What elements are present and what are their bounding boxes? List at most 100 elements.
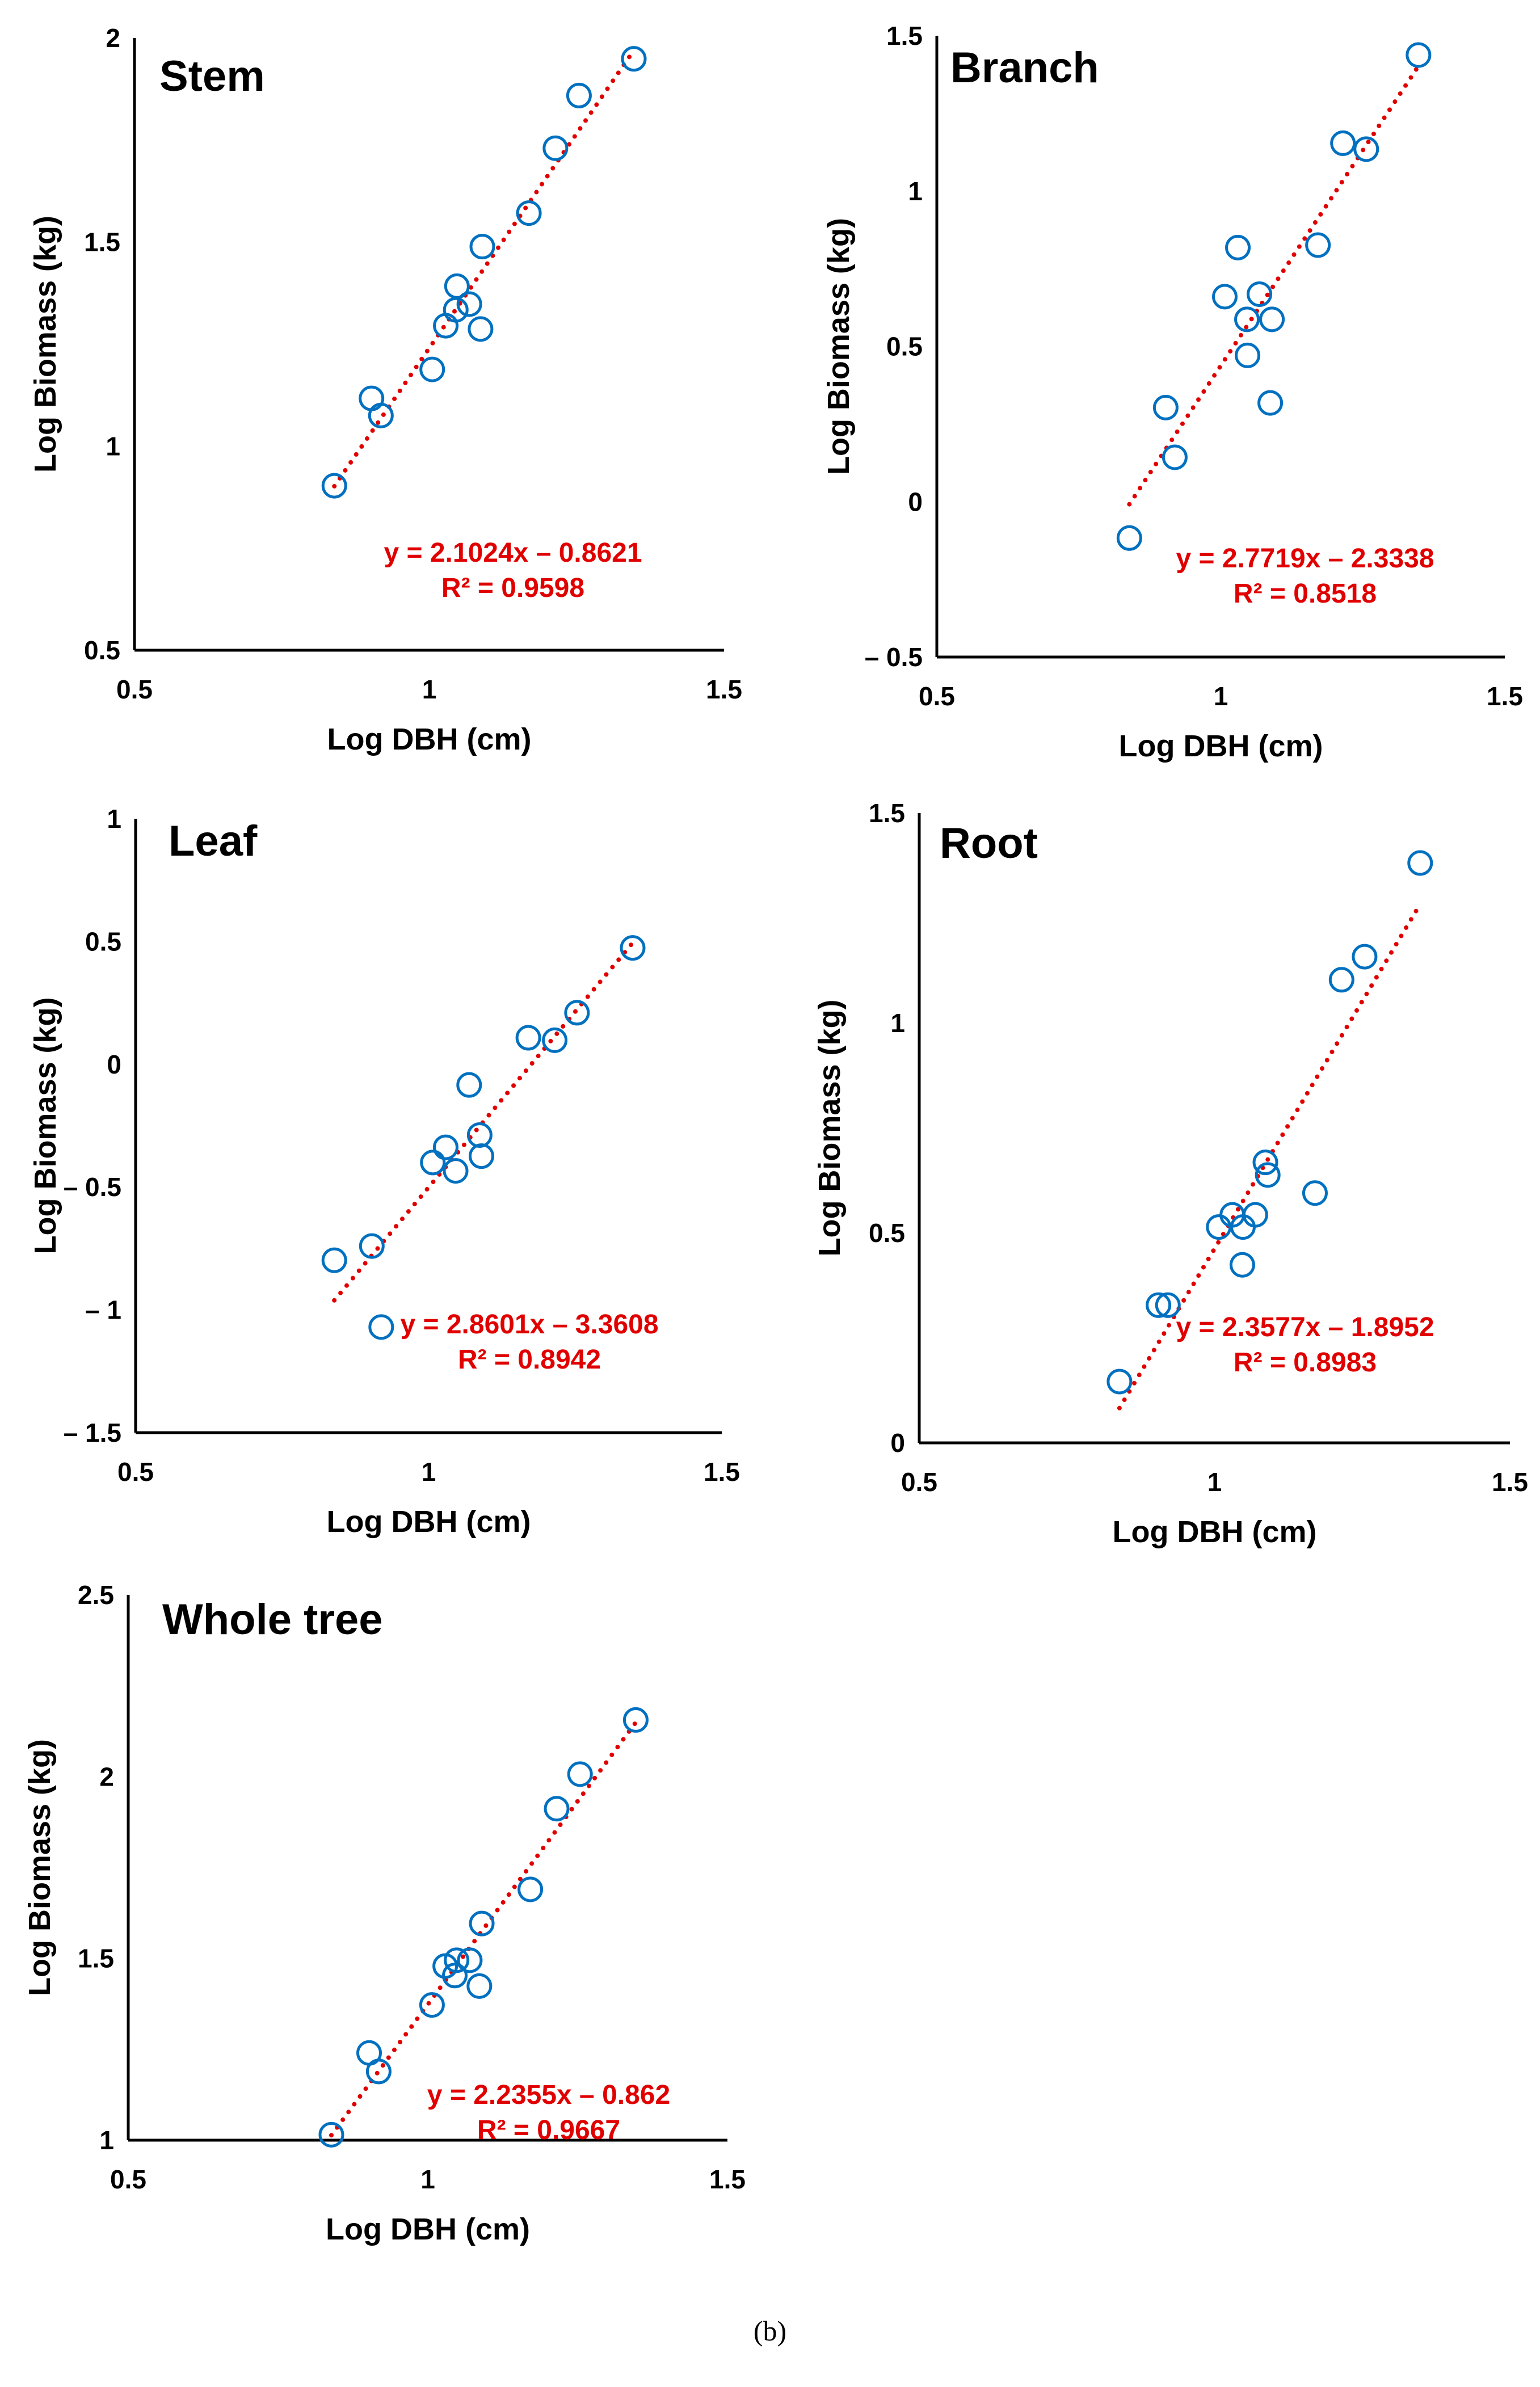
data-point bbox=[620, 935, 646, 961]
data-point bbox=[456, 291, 482, 317]
y-tick-label: 2 bbox=[106, 23, 120, 53]
data-point bbox=[1106, 1369, 1133, 1395]
y-axis-title: Log Biomass (kg) bbox=[822, 218, 856, 475]
y-tick-label: 1 bbox=[99, 2125, 114, 2155]
data-point bbox=[444, 1947, 470, 1973]
trendline-equation: y = 2.3577x – 1.8952 bbox=[1176, 1312, 1434, 1342]
data-point bbox=[567, 1761, 593, 1787]
data-point bbox=[1406, 42, 1432, 68]
data-point bbox=[517, 1876, 544, 1902]
x-tick-label: 0.5 bbox=[901, 1467, 937, 1497]
x-axis-title: Log DBH (cm) bbox=[1119, 729, 1323, 763]
x-tick-label: 1.5 bbox=[706, 675, 742, 704]
data-point bbox=[1116, 525, 1142, 551]
data-point bbox=[516, 200, 542, 226]
chart-panel-leaf: 0.5 1 1.5 – 1.5 – 1 – 0.5 0 0.5 1 Log DBH (cm) Log… bbox=[28, 804, 740, 1539]
panel-title: Branch bbox=[950, 44, 1099, 92]
figure-caption: (b) bbox=[754, 2315, 786, 2347]
x-tick-label: 1.5 bbox=[1487, 681, 1523, 711]
data-point bbox=[515, 1025, 541, 1051]
data-point bbox=[542, 135, 569, 161]
data-point bbox=[1235, 342, 1261, 368]
chart-panel-root: 0.5 1 1.5 0 0.5 1 1.5 Log DBH (cm) Log Biomass (… bbox=[813, 798, 1528, 1549]
data-point bbox=[1234, 306, 1260, 332]
data-point bbox=[1352, 944, 1378, 970]
data-point bbox=[468, 316, 494, 342]
x-tick-label: 1 bbox=[422, 675, 437, 704]
y-tick-label: 1.5 bbox=[78, 1944, 114, 1973]
data-point bbox=[433, 313, 459, 339]
x-tick-label: 1.5 bbox=[704, 1457, 740, 1487]
data-point bbox=[419, 1992, 445, 2018]
y-tick-label: 1 bbox=[106, 431, 120, 461]
x-tick-label: 1 bbox=[1207, 1467, 1222, 1497]
y-tick-label: 0.5 bbox=[84, 635, 120, 665]
data-point bbox=[469, 234, 495, 260]
x-tick-label: 0.5 bbox=[919, 681, 955, 711]
y-axis-title: Log Biomass (kg) bbox=[23, 1739, 57, 1996]
trendline bbox=[332, 940, 635, 1303]
y-tick-label: – 0.5 bbox=[865, 642, 923, 672]
data-point bbox=[318, 2121, 344, 2148]
x-tick-label: 1 bbox=[1214, 681, 1228, 711]
x-tick-label: 1.5 bbox=[709, 2165, 746, 2194]
x-axis-title: Log DBH (cm) bbox=[1113, 1515, 1317, 1549]
y-tick-label: 2 bbox=[99, 1762, 114, 1791]
panel-title: Leaf bbox=[169, 817, 258, 865]
y-tick-label: 1.5 bbox=[84, 228, 120, 257]
data-point bbox=[469, 1910, 495, 1936]
x-axis-title: Log DBH (cm) bbox=[326, 2212, 530, 2246]
data-point bbox=[1330, 130, 1356, 156]
data-point bbox=[622, 1707, 649, 1733]
r-squared-label: R² = 0.8983 bbox=[1234, 1348, 1377, 1378]
data-point bbox=[1162, 444, 1188, 470]
y-axis-title: Log Biomass (kg) bbox=[28, 997, 62, 1254]
r-squared-label: R² = 0.8942 bbox=[458, 1345, 601, 1375]
data-point bbox=[456, 1072, 482, 1098]
y-tick-label: 0 bbox=[890, 1428, 905, 1458]
data-point bbox=[1225, 234, 1251, 260]
x-tick-label: 0.5 bbox=[117, 1457, 154, 1487]
y-tick-label: 1 bbox=[890, 1008, 905, 1038]
chart-panel-stem: 0.5 1 1.5 0.5 1 1.5 2 Log DBH (cm) Log Biomass (… bbox=[28, 23, 742, 756]
r-squared-label: R² = 0.9667 bbox=[477, 2115, 620, 2145]
y-tick-label: 0.5 bbox=[886, 332, 923, 361]
y-tick-label: 0.5 bbox=[85, 927, 121, 956]
x-tick-label: 0.5 bbox=[116, 675, 153, 704]
y-axis-title: Log Biomass (kg) bbox=[28, 216, 62, 473]
trendline bbox=[332, 48, 637, 489]
trendline-equation: y = 2.7719x – 2.3338 bbox=[1176, 544, 1434, 574]
data-point bbox=[1302, 1180, 1328, 1206]
trendline-equation: y = 2.8601x – 3.3608 bbox=[400, 1310, 658, 1340]
data-point bbox=[442, 1963, 468, 1989]
data-point bbox=[444, 273, 470, 299]
data-point bbox=[564, 1000, 590, 1026]
data-point bbox=[365, 2058, 392, 2085]
data-point bbox=[544, 1796, 570, 1822]
data-point bbox=[1155, 1292, 1181, 1318]
x-axis-title: Log DBH (cm) bbox=[327, 722, 532, 756]
data-point bbox=[1407, 850, 1433, 876]
trendline bbox=[1127, 64, 1421, 507]
data-point bbox=[566, 82, 592, 108]
x-tick-label: 1 bbox=[420, 2165, 435, 2194]
y-tick-label: 0.5 bbox=[869, 1218, 905, 1248]
data-point bbox=[1242, 1202, 1268, 1228]
data-point bbox=[321, 1247, 347, 1273]
chart-panel-branch: 0.5 1 1.5 – 0.5 0 0.5 1 1.5 Log DBH (cm) Log Biom… bbox=[822, 21, 1523, 763]
data-point bbox=[466, 1122, 493, 1148]
data-point bbox=[368, 1314, 394, 1340]
r-squared-label: R² = 0.8518 bbox=[1234, 579, 1377, 609]
y-tick-label: – 1 bbox=[85, 1295, 121, 1325]
data-point bbox=[368, 402, 394, 428]
x-axis-title: Log DBH (cm) bbox=[327, 1505, 531, 1539]
data-point bbox=[542, 1027, 568, 1053]
trendline-equation: y = 2.2355x – 0.862 bbox=[427, 2080, 670, 2110]
data-point bbox=[1328, 967, 1354, 993]
data-point bbox=[466, 1973, 493, 1999]
r-squared-label: R² = 0.9598 bbox=[441, 573, 584, 603]
y-tick-label: 0 bbox=[107, 1050, 121, 1079]
y-tick-label: 1.5 bbox=[869, 798, 905, 828]
y-tick-label: 2.5 bbox=[78, 1580, 114, 1610]
data-point bbox=[621, 46, 647, 72]
